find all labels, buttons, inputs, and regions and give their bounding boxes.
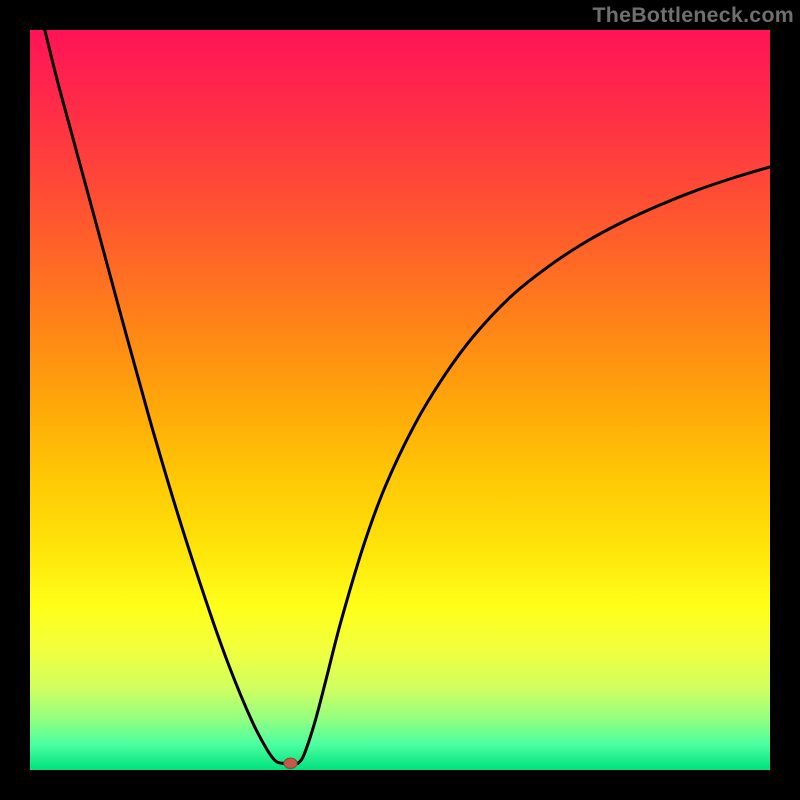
optimum-marker xyxy=(284,758,297,768)
plot-background xyxy=(30,30,770,770)
attribution-label: TheBottleneck.com xyxy=(592,0,800,28)
bottleneck-chart xyxy=(0,0,800,800)
chart-stage: TheBottleneck.com xyxy=(0,0,800,800)
